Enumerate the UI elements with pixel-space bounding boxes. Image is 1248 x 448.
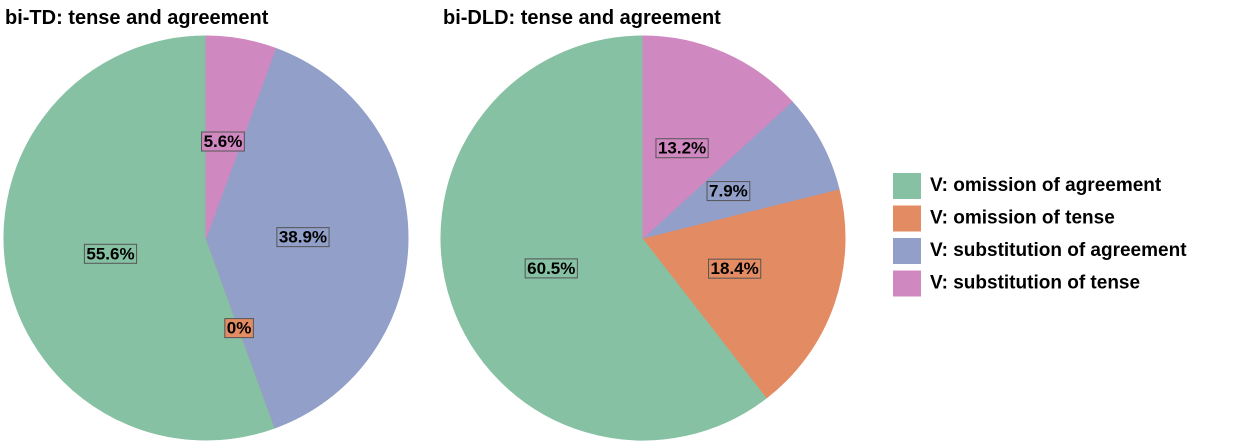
data-label: 5.6% xyxy=(201,131,245,152)
data-label: 38.9% xyxy=(276,227,330,248)
legend-label: V: substitution of agreement xyxy=(930,240,1187,261)
legend-swatch xyxy=(893,238,921,264)
legend-label: V: omission of tense xyxy=(930,208,1115,229)
data-label-text: 7.9% xyxy=(709,182,748,201)
data-label: 18.4% xyxy=(708,258,762,279)
label-box xyxy=(706,181,751,202)
data-label-text: 13.2% xyxy=(658,139,706,158)
data-label-text: 18.4% xyxy=(711,259,759,278)
pie-slice xyxy=(440,35,768,441)
legend-label: V: omission of agreement xyxy=(930,175,1162,196)
pie-slice xyxy=(642,100,840,239)
data-label-text: 0% xyxy=(227,319,252,338)
data-label: 55.6% xyxy=(83,243,138,264)
data-label: 0% xyxy=(224,318,254,339)
data-label: 60.5% xyxy=(524,258,578,279)
data-label: 7.9% xyxy=(706,181,751,202)
legend-swatch xyxy=(893,173,921,199)
label-box xyxy=(708,258,762,279)
chart-title: bi-DLD: tense and agreement xyxy=(443,7,721,29)
data-label-text: 38.9% xyxy=(279,228,327,247)
data-label: 13.2% xyxy=(655,138,709,159)
data-label-text: 55.6% xyxy=(86,244,134,263)
data-label-text: 60.5% xyxy=(527,259,575,278)
pie-slice xyxy=(3,35,276,441)
pie-slice xyxy=(642,35,793,240)
pie-slice xyxy=(642,188,846,399)
chart-title: bi-TD: tense and agreement xyxy=(5,7,269,29)
legend-swatch xyxy=(893,270,921,297)
label-box xyxy=(655,138,709,159)
data-label-text: 5.6% xyxy=(204,132,243,151)
label-box xyxy=(276,227,330,248)
legend-label: V: substitution of tense xyxy=(930,273,1140,294)
legend-swatch xyxy=(893,205,921,232)
label-box xyxy=(524,258,578,279)
label-box xyxy=(224,318,254,339)
label-box xyxy=(83,243,138,264)
label-box xyxy=(201,131,245,152)
